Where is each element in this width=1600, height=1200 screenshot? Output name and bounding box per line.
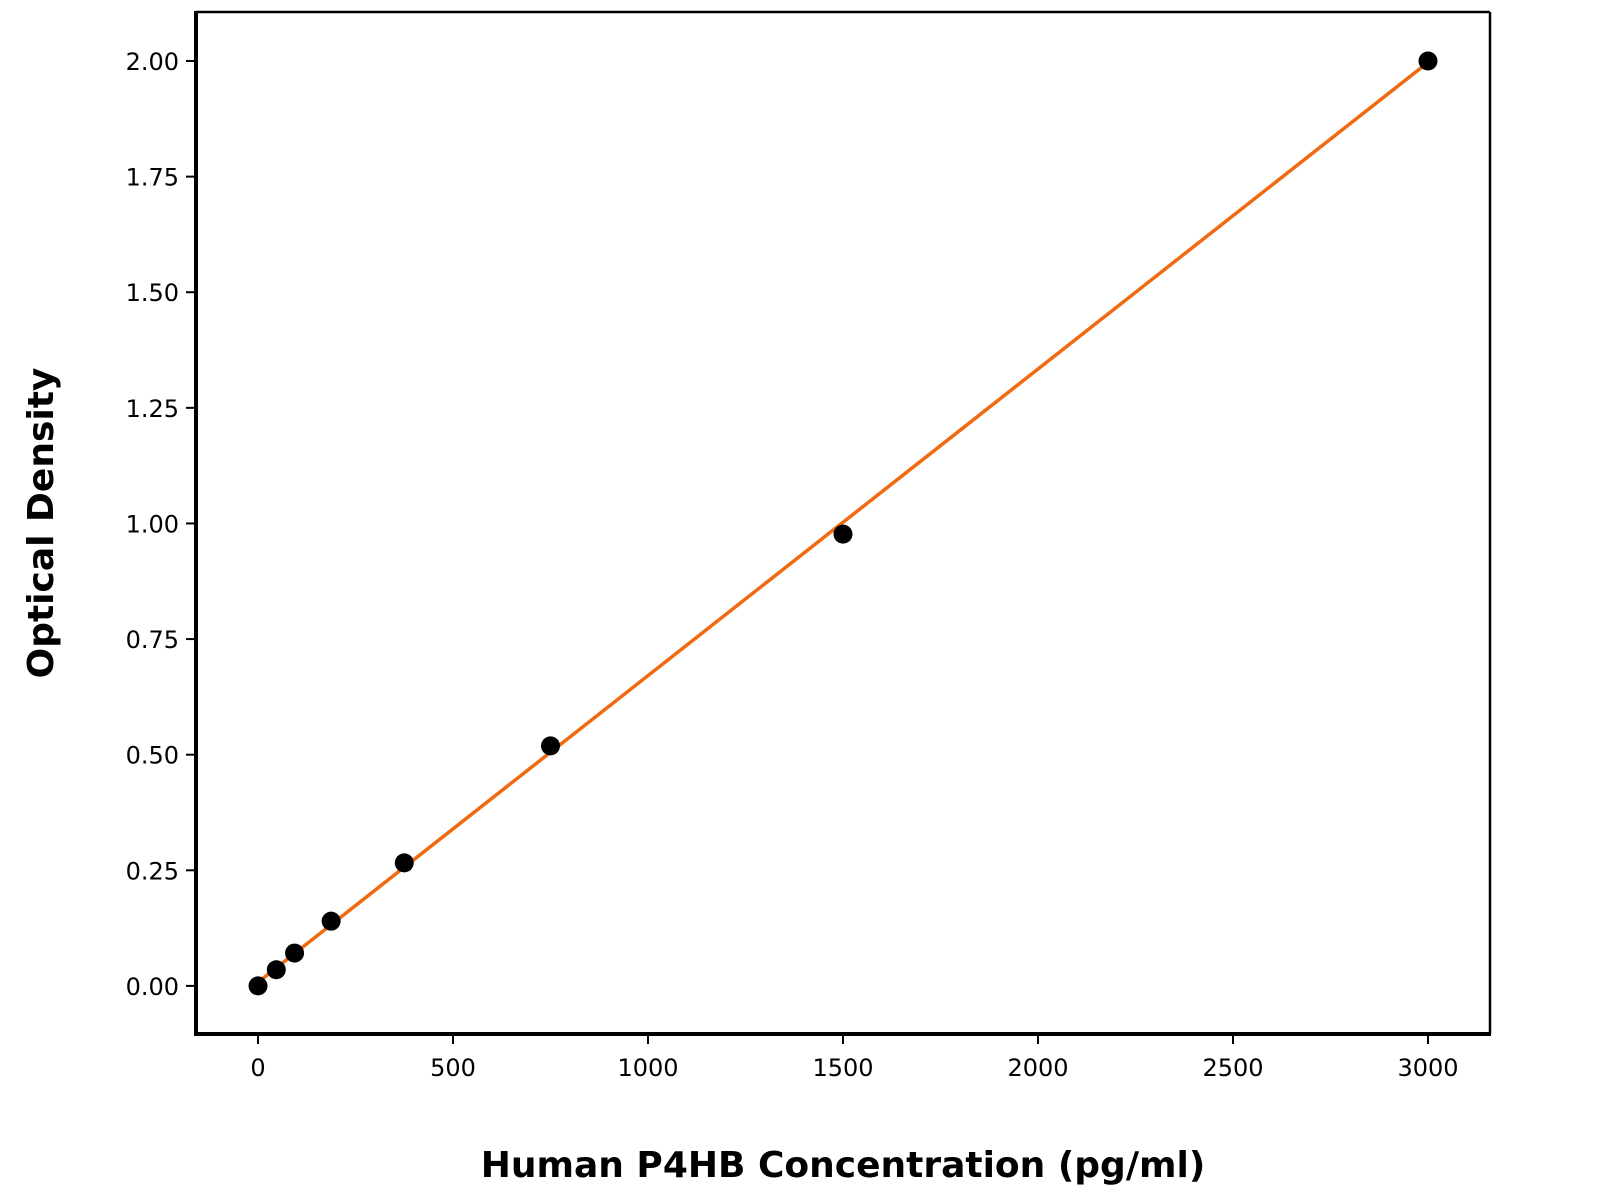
x-tick-label: 1500 <box>812 1054 873 1082</box>
y-tick-label: 1.50 <box>126 279 179 307</box>
data-point <box>248 976 268 996</box>
y-axis-ticks: 0.00 0.25 0.50 0.75 1.00 1.25 1.50 1.75 2.00 <box>126 48 196 1001</box>
data-point <box>833 524 853 544</box>
x-axis-ticks: 0 500 1000 1500 2000 2500 3000 <box>250 1034 1459 1082</box>
x-axis-label: Human P4HB Concentration (pg/ml) <box>481 1145 1206 1186</box>
y-tick-label: 2.00 <box>126 48 179 76</box>
data-point <box>285 943 305 963</box>
y-tick-label: 1.00 <box>126 510 179 538</box>
y-tick-label: 0.50 <box>126 742 179 770</box>
y-tick-label: 0.00 <box>126 973 179 1001</box>
data-point <box>321 911 341 931</box>
plot-area <box>194 10 1492 1036</box>
x-tick-label: 0 <box>250 1054 265 1082</box>
data-point <box>394 853 414 873</box>
x-tick-label: 500 <box>430 1054 476 1082</box>
y-tick-label: 1.25 <box>126 395 179 423</box>
data-point <box>1418 51 1438 71</box>
x-tick-label: 2500 <box>1202 1054 1263 1082</box>
y-tick-label: 0.75 <box>126 626 179 654</box>
x-tick-label: 3000 <box>1397 1054 1458 1082</box>
x-tick-label: 2000 <box>1007 1054 1068 1082</box>
y-axis-label: Optical Density <box>21 368 62 679</box>
y-tick-label: 1.75 <box>126 164 179 192</box>
data-point <box>541 736 561 756</box>
x-tick-label: 1000 <box>617 1054 678 1082</box>
data-point <box>266 960 286 980</box>
fit-line <box>256 61 1430 984</box>
y-tick-label: 0.25 <box>126 857 179 885</box>
